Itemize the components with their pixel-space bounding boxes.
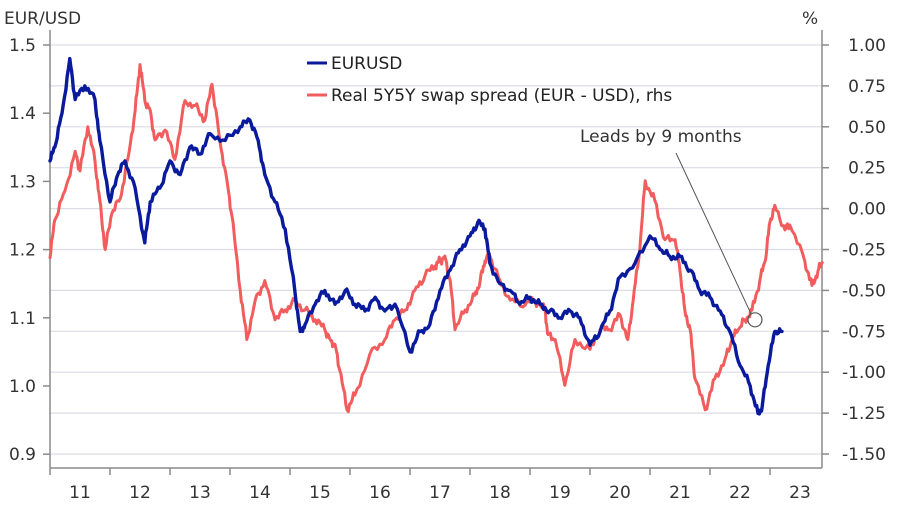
left-axis-tick-label: 1.0: [9, 377, 36, 397]
left-axis-tick-label: 1.1: [9, 309, 36, 329]
x-axis-tick-label: 21: [669, 483, 691, 503]
right-axis: 1.00 0.75 0.50 0.25 0.00 -0.25 -0.50 -0.75 -1.00…: [821, 30, 886, 468]
right-axis-title: %: [802, 9, 818, 29]
right-axis-tick-label: 0.00: [848, 200, 886, 220]
right-axis-tick-label: -1.00: [842, 363, 886, 383]
legend-item-swap-spread: Real 5Y5Y swap spread (EUR - USD), rhs: [307, 86, 672, 106]
gridlines: [50, 44, 822, 455]
x-axis-tick-label: 19: [549, 483, 571, 503]
left-axis-tick-label: 1.4: [9, 104, 36, 124]
left-axis-tick-label: 0.9: [9, 445, 36, 465]
legend: EURUSD Real 5Y5Y swap spread (EUR - USD)…: [307, 54, 672, 106]
right-axis-tick-label: 0.50: [848, 118, 886, 138]
x-axis-tick-label: 12: [129, 483, 151, 503]
x-axis-tick-label: 16: [369, 483, 391, 503]
annotation-text: Leads by 9 months: [580, 127, 742, 147]
legend-item-eurusd: EURUSD: [307, 54, 402, 74]
right-axis-tick-label: -1.25: [842, 404, 886, 424]
right-axis-tick-label: -0.50: [842, 281, 886, 301]
x-axis-tick-label: 20: [609, 483, 631, 503]
right-axis-tick-label: 0.25: [848, 159, 886, 179]
right-axis-tick-label: 0.75: [848, 77, 886, 97]
x-axis-tick-label: 14: [249, 483, 271, 503]
left-axis-title: EUR/USD: [4, 9, 81, 29]
x-axis-tick-label: 11: [69, 483, 91, 503]
legend-label-eurusd: EURUSD: [331, 54, 402, 74]
annotation-leader-line: [675, 152, 752, 315]
x-axis-tick-label: 18: [489, 483, 511, 503]
left-axis-tick-label: 1.5: [9, 36, 36, 56]
x-axis-tick-label: 22: [729, 483, 751, 503]
series-lines: [48, 56, 824, 416]
annotation: Leads by 9 months: [580, 127, 763, 328]
left-axis-tick-label: 1.2: [9, 241, 36, 261]
right-axis-tick-label: -0.25: [842, 241, 886, 261]
x-axis-tick-label: 13: [189, 483, 211, 503]
legend-label-swap-spread: Real 5Y5Y swap spread (EUR - USD), rhs: [331, 86, 672, 106]
x-axis-tick-label: 17: [429, 483, 451, 503]
x-axis-tick-label: 23: [789, 483, 811, 503]
series-line-eurusd: [48, 56, 784, 416]
series-line-swap-spread: [48, 63, 824, 414]
right-axis-tick-label: -0.75: [842, 322, 886, 342]
annotation-circle-marker: [747, 312, 763, 328]
x-axis-tick-label: 15: [309, 483, 331, 503]
left-axis-tick-label: 1.3: [9, 172, 36, 192]
right-axis-tick-label: 1.00: [848, 36, 886, 56]
right-axis-tick-label: -1.50: [842, 445, 886, 465]
left-axis: 1.5 1.4 1.3 1.2 1.1 1.0 0.9: [9, 30, 51, 468]
x-axis: 11 12 13 14 15 16 17 18 19 20 21 22 23: [49, 467, 822, 503]
